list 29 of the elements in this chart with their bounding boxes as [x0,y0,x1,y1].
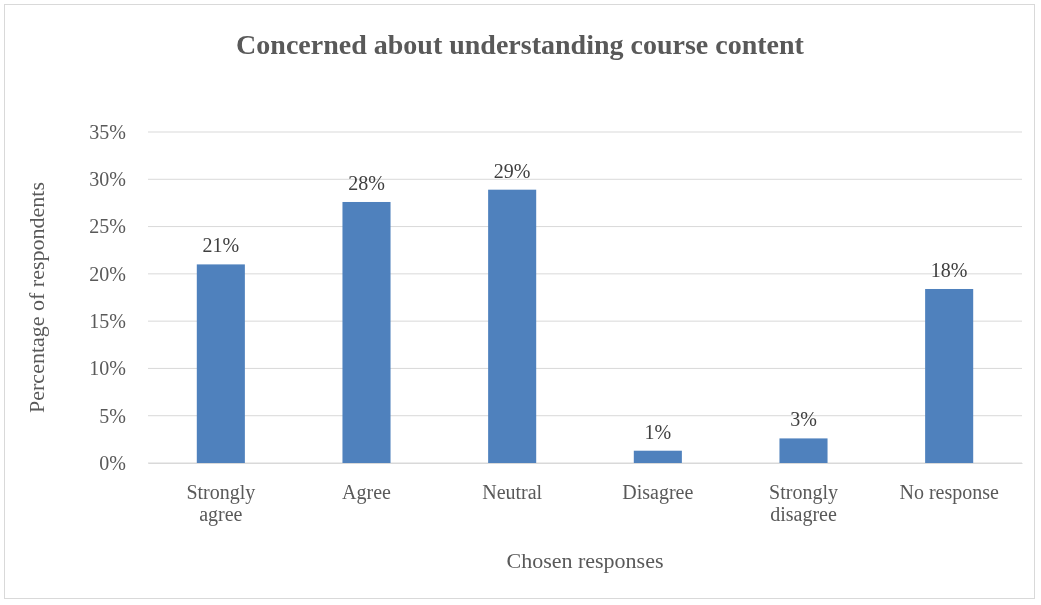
bar [488,189,537,463]
x-tick-label: Strongly disagree [769,481,838,527]
data-label: 28% [348,171,385,194]
bar [342,201,391,463]
y-axis-title: Percentage of respondents [24,182,49,413]
y-tick-label: 20% [89,262,126,285]
x-tick-label: Neutral [482,481,543,504]
y-tick-label: 35% [89,120,126,143]
bar [633,450,682,463]
y-tick-label: 0% [99,451,126,474]
bar [925,288,974,463]
y-tick-label: 5% [99,404,126,427]
y-tick-label: 10% [89,357,126,380]
x-axis-title: Chosen responses [506,548,664,573]
y-tick-label: 15% [89,310,126,333]
chart-title: Concerned about understanding course content [236,29,805,60]
bar [196,264,245,463]
data-label: 1% [644,420,672,443]
data-label: 18% [930,258,968,281]
data-label: 21% [202,234,240,257]
x-tick-label: Disagree [622,481,694,505]
y-tick-label: 30% [89,168,126,191]
data-label: 3% [790,408,817,431]
data-label: 29% [493,159,531,182]
bar [779,438,828,463]
y-tick-label: 25% [89,215,126,238]
x-tick-label: No response [899,481,999,505]
x-tick-label: Agree [342,481,392,505]
x-tick-label: Strongly agree [186,481,256,527]
